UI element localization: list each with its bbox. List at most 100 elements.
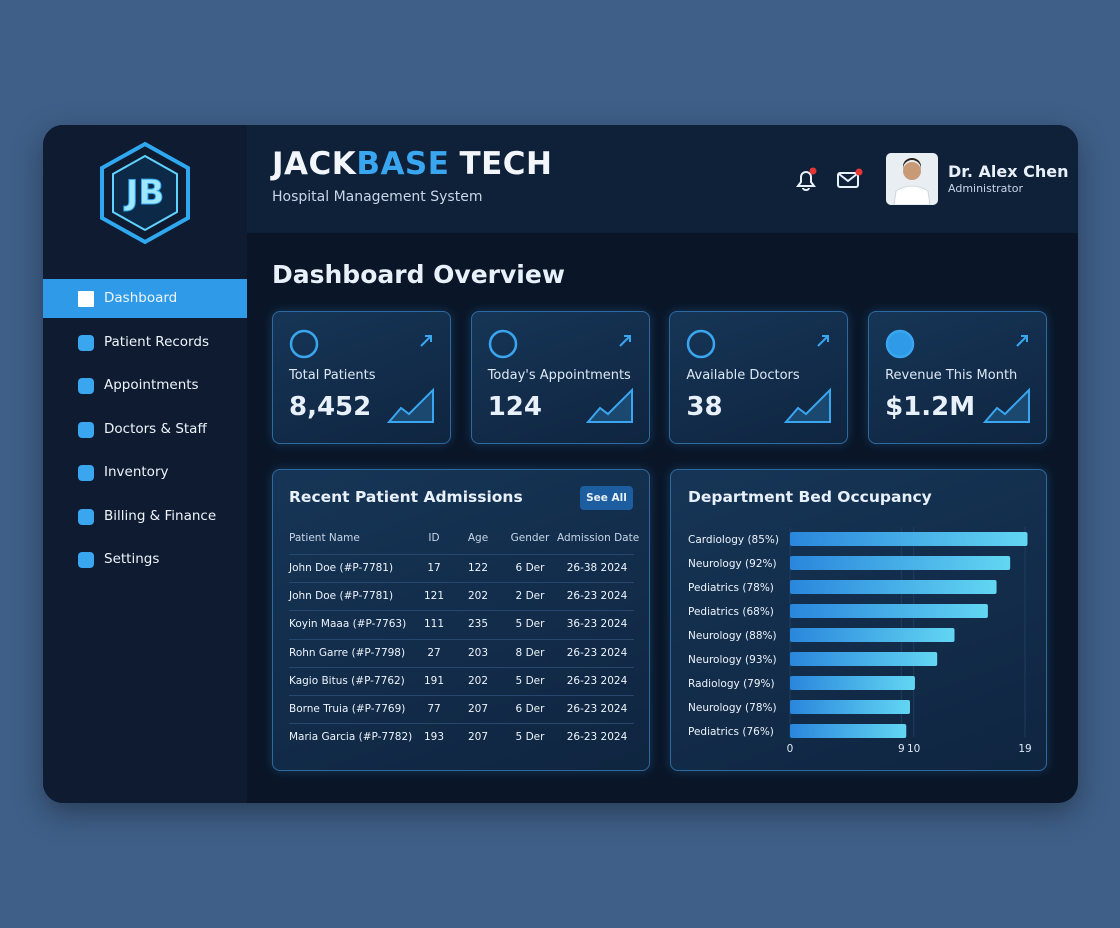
logo: JB bbox=[100, 141, 190, 245]
icon-shape bbox=[78, 291, 94, 307]
table-cell: Rohn Garre (#P-7798) bbox=[289, 646, 406, 659]
header-bar bbox=[247, 125, 1078, 233]
sparkline bbox=[784, 387, 832, 423]
stat-icon bbox=[885, 329, 915, 359]
table-cell: 26-23 2024 bbox=[566, 646, 628, 659]
row-divider bbox=[289, 582, 634, 584]
mail-flap bbox=[838, 173, 858, 183]
x-tick-label: 10 bbox=[907, 743, 920, 755]
category-label: Neurology (92%) bbox=[688, 558, 777, 570]
row-divider bbox=[289, 554, 634, 555]
see-all-button[interactable]: See All bbox=[580, 486, 633, 510]
table-cell: 122 bbox=[467, 562, 489, 574]
table-cell: 77 bbox=[427, 703, 441, 715]
bar-chart: 0 9 10 19 Cardiology (85%) Neurology (92%) Ped… bbox=[688, 527, 1032, 755]
table-cell: 26-38 2024 bbox=[566, 562, 628, 574]
category-label: Neurology (88%) bbox=[688, 630, 777, 642]
nav-item[interactable]: Dashboard bbox=[104, 290, 178, 306]
category-label: Pediatrics (78%) bbox=[688, 582, 774, 594]
table-cell: 26-23 2024 bbox=[566, 731, 628, 744]
admissions-panel bbox=[272, 469, 650, 771]
trend bbox=[983, 335, 1031, 423]
sidebar bbox=[43, 125, 247, 803]
stat-value: 38 bbox=[686, 392, 723, 422]
brand-part: JACK bbox=[272, 146, 357, 182]
table-cell: John Doe (#P-7781) bbox=[289, 590, 394, 603]
nav-icon[interactable] bbox=[76, 376, 96, 396]
table-cell: 207 bbox=[467, 731, 489, 744]
bar bbox=[790, 700, 910, 714]
table-cell: 8 Der bbox=[515, 646, 545, 659]
stat-label: Available Doctors bbox=[686, 368, 800, 383]
nav-item[interactable]: Appointments bbox=[104, 377, 199, 393]
table-cell: 5 Der bbox=[515, 731, 545, 744]
table-cell: 207 bbox=[467, 703, 489, 715]
user-name: Dr. Alex Chen bbox=[948, 162, 1069, 181]
column-header: ID bbox=[428, 532, 440, 544]
nav-item[interactable]: Doctors & Staff bbox=[104, 420, 207, 437]
stat-value: 8,452 bbox=[289, 392, 372, 422]
table-cell: 203 bbox=[467, 646, 489, 659]
table-cell: 202 bbox=[467, 590, 489, 603]
icon-shape bbox=[78, 465, 94, 481]
notifications-button[interactable] bbox=[792, 166, 820, 194]
row-divider bbox=[289, 666, 634, 668]
table-cell: 121 bbox=[423, 590, 445, 603]
table-cell: 6 Der bbox=[515, 562, 545, 574]
row-divider bbox=[289, 638, 634, 640]
bar bbox=[790, 580, 997, 594]
stat-icon bbox=[488, 329, 517, 359]
avatar[interactable] bbox=[886, 153, 938, 205]
nav-item[interactable]: Patient Records bbox=[104, 333, 209, 350]
category-label: Pediatrics (68%) bbox=[688, 606, 774, 618]
avatar-hair bbox=[903, 158, 921, 169]
icon-shape bbox=[289, 329, 319, 359]
column-header: Age bbox=[467, 532, 489, 544]
x-tick-label: 9 bbox=[898, 743, 905, 755]
trend bbox=[784, 335, 832, 423]
table-cell: Maria Garcia (#P-7782) bbox=[289, 731, 413, 744]
nav-item[interactable]: Billing & Finance bbox=[104, 507, 217, 524]
icon-shape bbox=[488, 329, 517, 359]
stat-icon bbox=[289, 329, 319, 359]
nav-icon[interactable] bbox=[76, 289, 96, 309]
nav-icon[interactable] bbox=[76, 420, 96, 440]
stat-label: Revenue This Month bbox=[885, 368, 1018, 383]
trend-arrow bbox=[420, 335, 432, 347]
table-cell: 193 bbox=[423, 731, 445, 744]
table-cell: 111 bbox=[423, 618, 445, 631]
table-cell: 202 bbox=[467, 674, 489, 687]
occupancy-panel bbox=[670, 469, 1047, 771]
nav-icon[interactable] bbox=[76, 333, 96, 353]
sparkline bbox=[585, 387, 633, 423]
category-label: Neurology (93%) bbox=[688, 654, 777, 666]
x-tick-label: 0 bbox=[787, 743, 794, 755]
avatar-head bbox=[903, 162, 921, 180]
stat-value: 124 bbox=[487, 392, 542, 422]
column-header: Patient Name bbox=[289, 532, 360, 544]
column-header: Admission Date bbox=[557, 532, 640, 544]
category-label: Radiology (79%) bbox=[688, 678, 775, 690]
table-cell: 191 bbox=[423, 674, 445, 687]
bar bbox=[790, 652, 938, 666]
nav-active-bg bbox=[43, 279, 247, 318]
logo-text: JB bbox=[124, 173, 165, 213]
nav-icon[interactable] bbox=[76, 463, 96, 483]
nav-item[interactable]: Settings bbox=[104, 551, 160, 567]
icon-shape bbox=[687, 329, 716, 359]
table-cell: 5 Der bbox=[515, 618, 545, 631]
icon-shape bbox=[78, 378, 94, 394]
stat-card bbox=[272, 311, 451, 444]
messages-button[interactable] bbox=[836, 166, 866, 194]
page-title: Dashboard Overview bbox=[272, 260, 565, 289]
nav-icon[interactable] bbox=[76, 507, 96, 527]
icon-shape bbox=[78, 334, 94, 351]
table-cell: 6 Der bbox=[515, 703, 545, 715]
nav-item[interactable]: Inventory bbox=[104, 464, 169, 480]
nav-icon[interactable] bbox=[76, 550, 96, 570]
table-cell: Kagio Bitus (#P-7762) bbox=[289, 674, 405, 687]
stat-label: Today's Appointments bbox=[487, 368, 631, 383]
avatar-coat bbox=[893, 185, 931, 205]
table-cell: 26-23 2024 bbox=[566, 590, 628, 603]
table-cell: 2 Der bbox=[515, 590, 545, 603]
